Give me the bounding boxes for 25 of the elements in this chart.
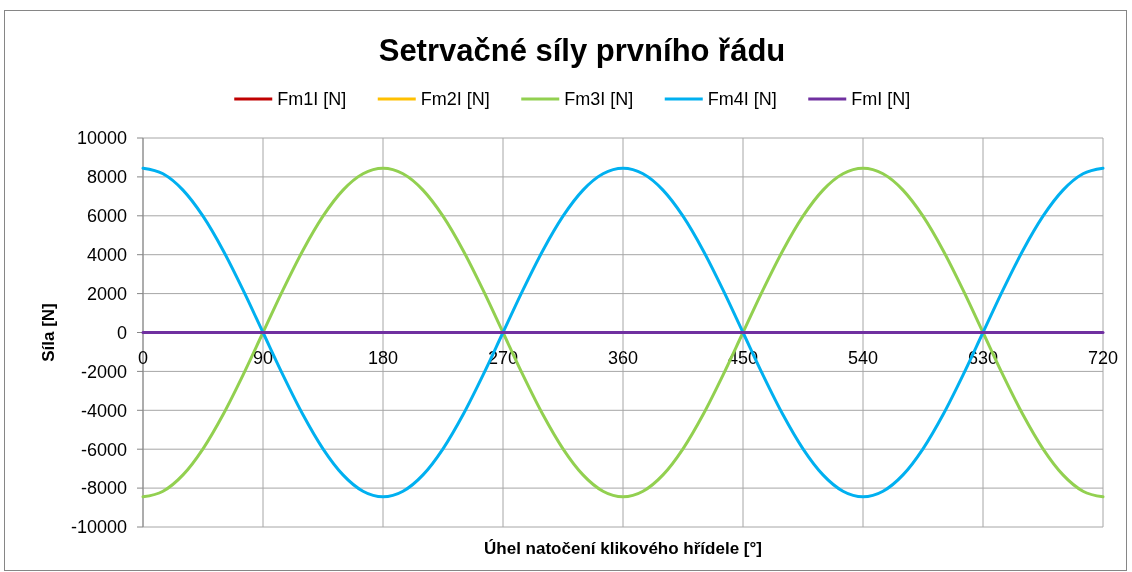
y-tick-label: 4000 (86, 245, 127, 265)
legend-label: FmI [N] (851, 89, 911, 110)
x-tick-label: 0 (137, 347, 149, 368)
y-tick-label: 8000 (86, 167, 127, 188)
y-tick-label: 0 (116, 322, 127, 343)
y-axis-title: Síla [N] (39, 303, 58, 362)
y-tick-label: -6000 (80, 439, 127, 460)
y-tick-label: -10000 (70, 517, 127, 538)
x-tick-label: 720 (1087, 347, 1119, 368)
legend-label: Fm3I [N] (564, 89, 634, 110)
x-tick-label: 360 (607, 347, 639, 368)
y-tick-label: 10000 (76, 128, 127, 149)
y-tick-label: -2000 (80, 361, 127, 382)
x-axis-title: Úhel natočení klikového hřídele [°] (484, 539, 762, 558)
legend-label: Fm2I [N] (420, 89, 490, 110)
legend-label: Fm1I [N] (277, 89, 347, 110)
y-tick-label: -4000 (80, 400, 127, 421)
legend-label: Fm4I [N] (707, 89, 777, 110)
x-tick-label: 90 (252, 347, 274, 368)
chart-title: Setrvačné síly prvního řádu (378, 33, 786, 68)
x-tick-label: 180 (367, 347, 399, 368)
y-tick-label: 6000 (86, 206, 127, 227)
x-tick-label: 540 (847, 347, 879, 368)
y-tick-label: 2000 (86, 283, 127, 304)
y-tick-label: -8000 (80, 478, 127, 499)
